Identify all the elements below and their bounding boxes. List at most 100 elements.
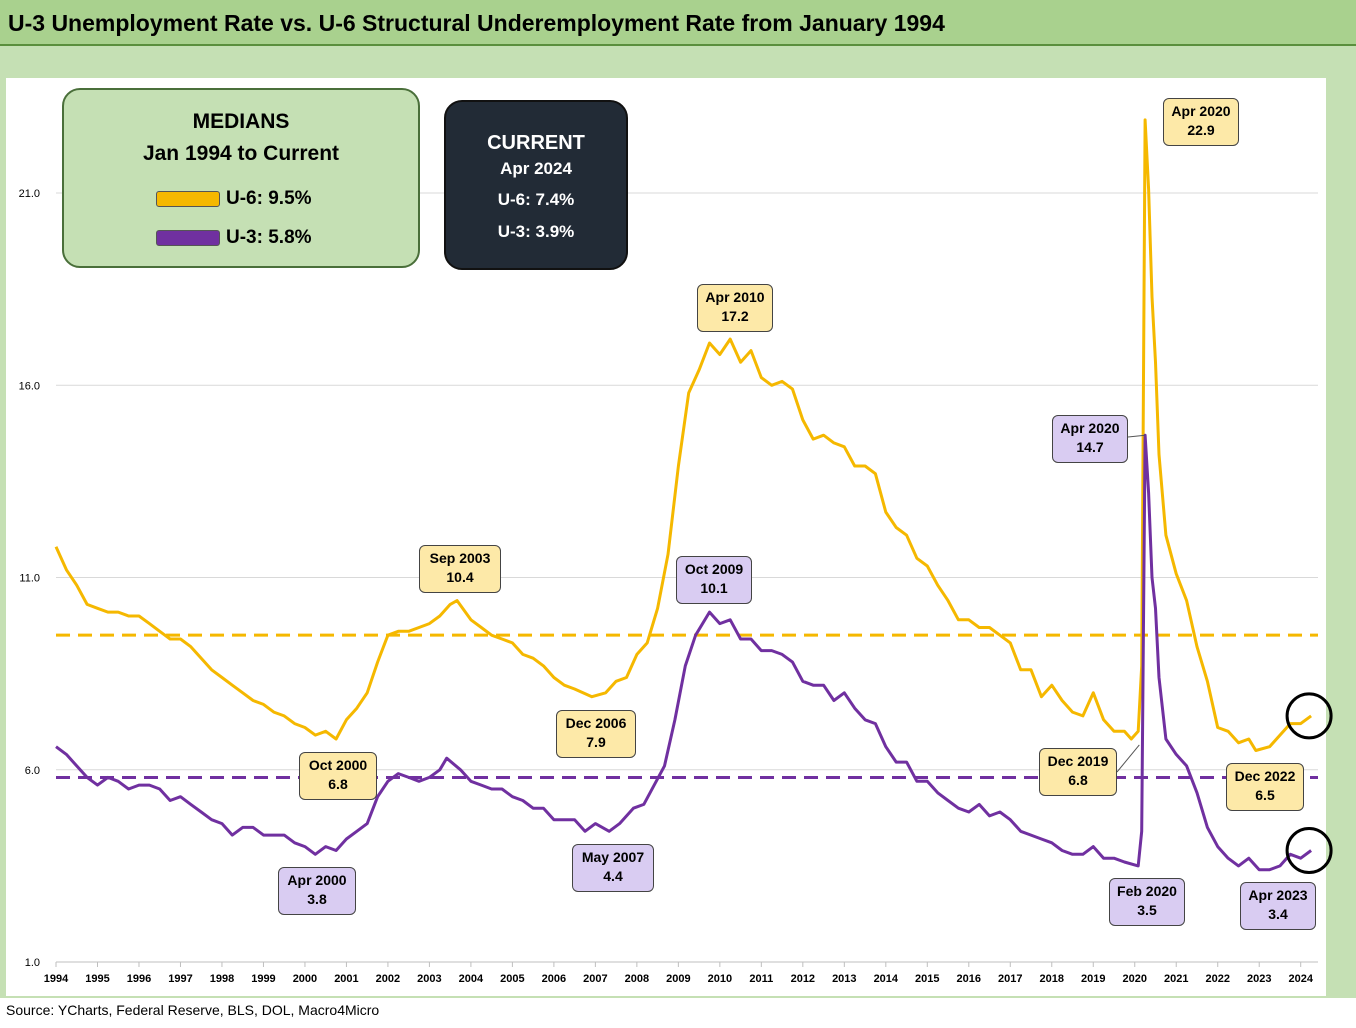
callout-u3-feb2020: Feb 2020 3.5	[1109, 878, 1185, 926]
callout-value: 6.5	[1255, 787, 1275, 803]
current-marker-u6	[1285, 692, 1333, 740]
callout-date: Oct 2000	[308, 757, 368, 773]
callout-date: Apr 2000	[287, 872, 347, 888]
callout-date: Sep 2003	[429, 550, 491, 566]
x-tick-label: 2022	[1205, 973, 1229, 985]
callout-date: Apr 2020	[1171, 103, 1231, 119]
x-tick-label: 1994	[44, 973, 69, 985]
callout-u6-apr2010: Apr 2010 17.2	[697, 284, 773, 332]
y-tick-label: 1.0	[25, 957, 40, 969]
chart-title: U-3 Unemployment Rate vs. U-6 Structural…	[8, 10, 945, 36]
x-tick-label: 2008	[625, 973, 649, 985]
x-tick-label: 2002	[376, 973, 400, 985]
x-tick-label: 2001	[334, 973, 358, 985]
x-tick-label: 2015	[915, 973, 939, 985]
callout-date: Dec 2019	[1047, 753, 1109, 769]
legend-u3: U-3: 5.8%	[156, 227, 312, 249]
callout-date: May 2007	[581, 849, 645, 865]
medians-box: MEDIANS Jan 1994 to Current U-6: 9.5% U-…	[62, 88, 420, 268]
current-u3: U-3: 3.9%	[497, 222, 575, 241]
legend-label-u6: U-6: 9.5%	[226, 188, 312, 209]
callout-date: Apr 2010	[705, 289, 765, 305]
callout-date: Dec 2006	[565, 715, 627, 731]
callout-u6-oct2000: Oct 2000 6.8	[299, 752, 377, 800]
current-title: CURRENT	[487, 132, 585, 154]
x-tick-label: 2005	[500, 973, 524, 985]
title-bar: U-3 Unemployment Rate vs. U-6 Structural…	[0, 0, 1356, 46]
x-tick-label: 1996	[127, 973, 151, 985]
callout-value: 14.7	[1076, 439, 1104, 455]
callout-value: 22.9	[1187, 122, 1215, 138]
medians-subtitle: Jan 1994 to Current	[142, 142, 340, 165]
x-tick-label: 1995	[85, 973, 109, 985]
x-tick-label: 2012	[791, 973, 815, 985]
legend-swatch-u3	[156, 229, 220, 246]
callout-value: 3.8	[307, 891, 327, 907]
x-tick-label: 2013	[832, 973, 856, 985]
callout-value: 3.4	[1268, 906, 1288, 922]
legend-swatch-u6	[156, 190, 220, 207]
legend-u6: U-6: 9.5%	[156, 188, 312, 210]
source-note: Source: YCharts, Federal Reserve, BLS, D…	[6, 1002, 380, 1018]
x-tick-label: 2003	[417, 973, 441, 985]
callout-value: 17.2	[721, 308, 749, 324]
x-tick-label: 1998	[210, 973, 234, 985]
callout-date: Dec 2022	[1234, 768, 1296, 784]
y-tick-label: 16.0	[19, 380, 40, 392]
x-tick-label: 2024	[1288, 973, 1313, 985]
callout-date: Feb 2020	[1117, 883, 1177, 899]
x-tick-label: 2004	[459, 973, 484, 985]
y-tick-label: 21.0	[19, 188, 40, 200]
callout-u6-dec2022: Dec 2022 6.5	[1226, 763, 1304, 811]
callout-value: 3.5	[1137, 902, 1157, 918]
callout-u3-oct2009: Oct 2009 10.1	[676, 556, 752, 604]
callout-connector-u6-dec2019	[1116, 744, 1140, 773]
x-tick-label: 2021	[1164, 973, 1188, 985]
x-tick-label: 1997	[168, 973, 192, 985]
current-box: CURRENT Apr 2024 U-6: 7.4% U-3: 3.9%	[444, 100, 628, 270]
x-tick-label: 2011	[749, 973, 773, 985]
x-tick-label: 2023	[1247, 973, 1271, 985]
x-tick-label: 2014	[874, 973, 899, 985]
current-subtitle: Apr 2024	[500, 159, 572, 178]
y-tick-label: 6.0	[25, 765, 40, 777]
x-tick-label: 2019	[1081, 973, 1105, 985]
callout-value: 6.8	[1068, 772, 1088, 788]
callout-u6-apr2020: Apr 2020 22.9	[1163, 98, 1239, 146]
callout-u6-dec2006: Dec 2006 7.9	[556, 710, 636, 758]
callout-value: 6.8	[328, 776, 348, 792]
x-tick-label: 2000	[293, 973, 317, 985]
callout-date: Oct 2009	[684, 561, 744, 577]
callout-u3-may2007: May 2007 4.4	[572, 844, 654, 892]
callout-u3-apr2023: Apr 2023 3.4	[1240, 882, 1316, 930]
legend-label-u3: U-3: 5.8%	[226, 227, 312, 248]
current-u6: U-6: 7.4%	[497, 190, 575, 209]
x-tick-label: 2007	[583, 973, 607, 985]
x-tick-label: 2020	[1123, 973, 1147, 985]
series-line-u3	[55, 433, 1312, 872]
current-marker-u3	[1285, 826, 1333, 874]
callout-value: 10.4	[446, 569, 474, 585]
x-tick-label: 2010	[708, 973, 732, 985]
callout-date: Apr 2020	[1060, 420, 1120, 436]
callout-u6-sep2003: Sep 2003 10.4	[419, 545, 501, 593]
callout-date: Apr 2023	[1248, 887, 1308, 903]
callout-value: 4.4	[603, 868, 623, 884]
y-tick-label: 11.0	[19, 573, 40, 585]
callout-value: 10.1	[700, 580, 728, 596]
series-line-u6	[54, 118, 1312, 752]
callout-connector-u3-apr2020	[1127, 434, 1146, 438]
x-tick-label: 2018	[1040, 973, 1064, 985]
x-tick-label: 1999	[251, 973, 275, 985]
x-tick-label: 2016	[957, 973, 981, 985]
callout-u3-apr2000: Apr 2000 3.8	[278, 867, 356, 915]
medians-title: MEDIANS	[192, 110, 290, 133]
x-tick-label: 2009	[666, 973, 690, 985]
callout-value: 7.9	[586, 734, 606, 750]
x-tick-label: 2006	[542, 973, 566, 985]
callout-u6-dec2019: Dec 2019 6.8	[1039, 748, 1117, 796]
callout-u3-apr2020: Apr 2020 14.7	[1052, 415, 1128, 463]
x-tick-label: 2017	[998, 973, 1022, 985]
